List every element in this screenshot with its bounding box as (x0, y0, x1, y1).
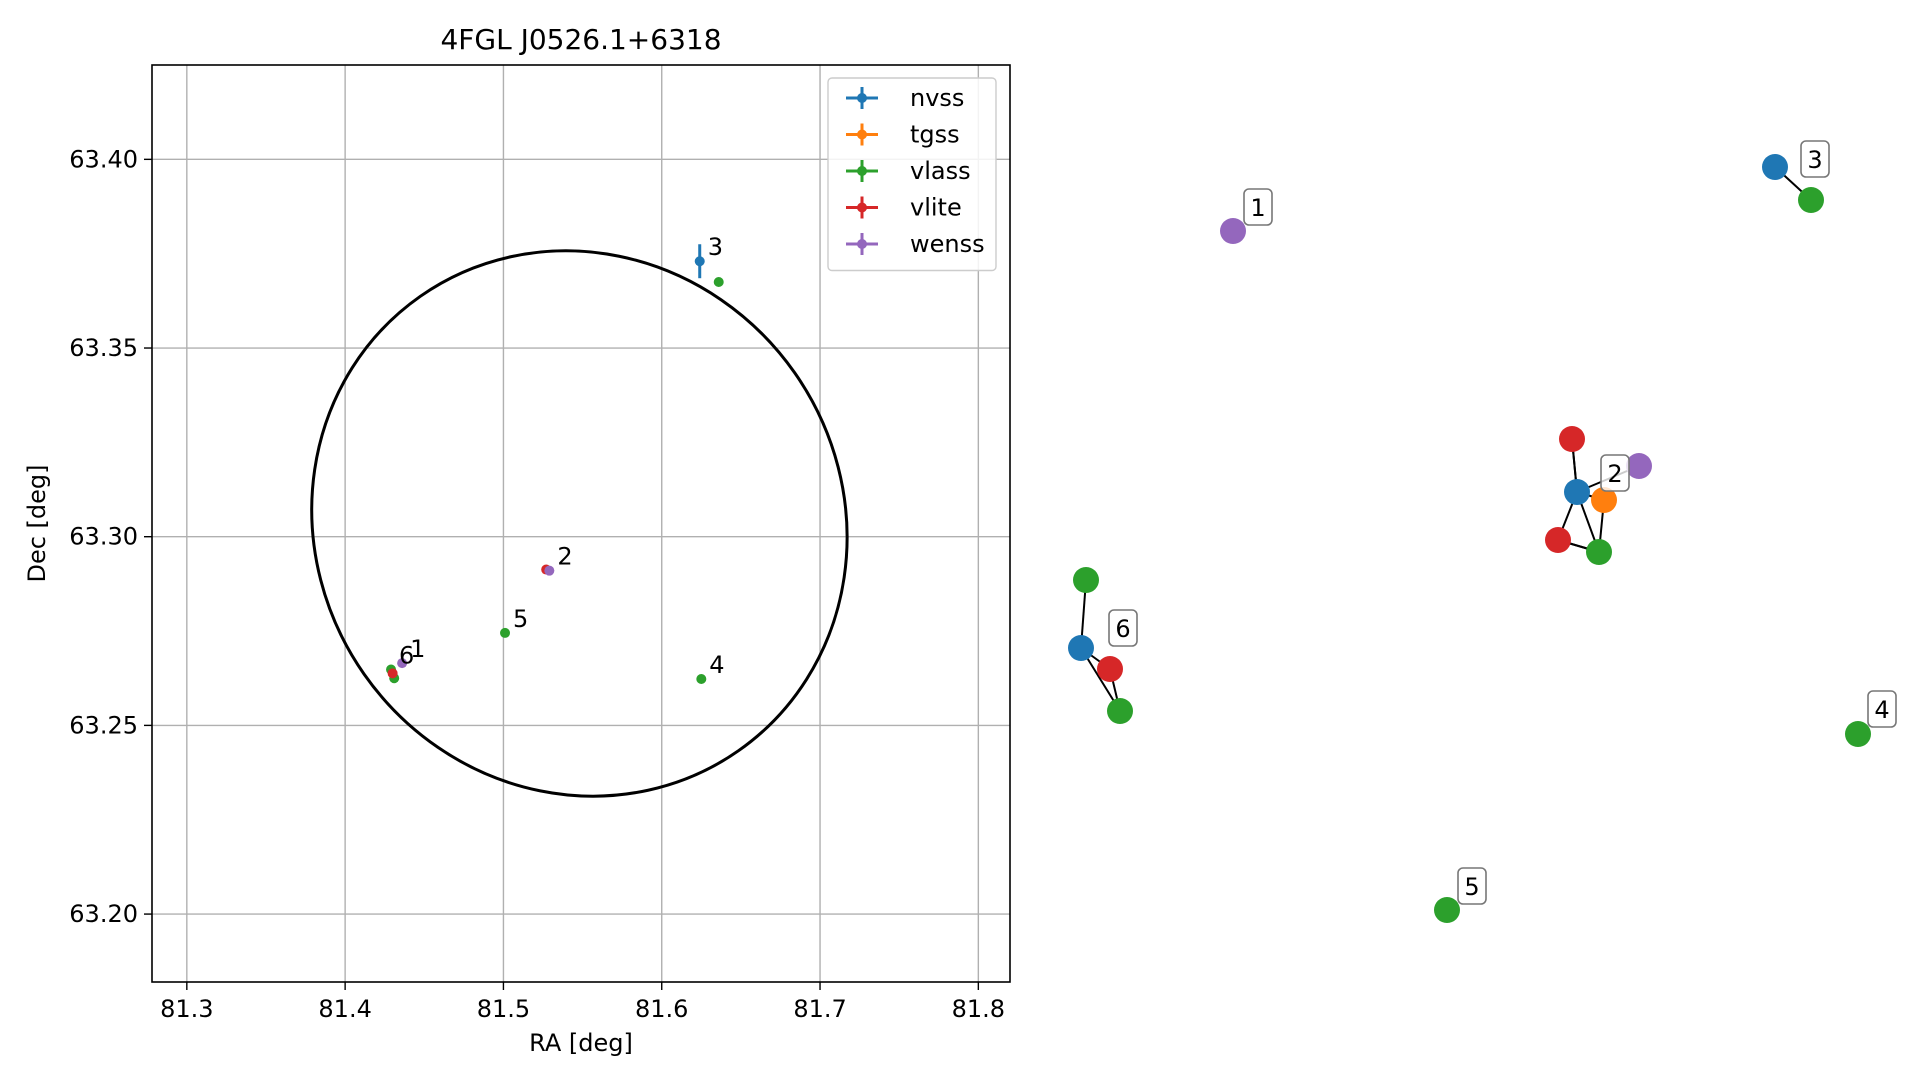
vlass-point (500, 627, 511, 638)
x-tick-label: 81.5 (477, 995, 530, 1023)
plot-frame (151, 64, 1011, 983)
wenss-point (397, 658, 408, 669)
source-label: 6 (399, 642, 414, 670)
vlass-point (713, 276, 724, 287)
source-label: 2 (557, 543, 572, 571)
network-label-box (1867, 690, 1897, 728)
vlite-point (387, 668, 398, 679)
vlass-node (1434, 897, 1460, 923)
x-tick-label: 81.6 (635, 995, 688, 1023)
network-labels: 1 2 3 4 5 6 (1108, 140, 1897, 905)
network-label-box (1457, 867, 1487, 905)
vlass-node (1586, 539, 1612, 565)
vlass-node (1073, 567, 1099, 593)
x-tick-label: 81.3 (160, 995, 213, 1023)
legend-label: vlite (910, 194, 962, 222)
crossmatch-network: 1 2 3 4 5 6 (1068, 140, 1897, 923)
x-axis-label: RA [deg] (529, 1029, 633, 1057)
vlass-node (1845, 721, 1871, 747)
network-label: 1 (1250, 194, 1265, 222)
y-axis-label: Dec [deg] (23, 464, 51, 582)
y-tick-label: 63.30 (69, 523, 138, 551)
y-tick-label: 63.40 (69, 145, 138, 173)
y-tick-label: 63.20 (69, 900, 138, 928)
network-label-box (1108, 609, 1138, 647)
network-edges (1080, 166, 1812, 712)
network-nodes (1068, 154, 1871, 923)
wenss-node (1220, 218, 1246, 244)
legend-marker (857, 166, 867, 176)
network-label: 3 (1807, 146, 1822, 174)
network-label-box (1243, 188, 1273, 226)
vlite-node (1545, 527, 1571, 553)
legend-marker (857, 202, 867, 213)
wenss-node (1626, 453, 1652, 479)
nvss-node (1564, 479, 1590, 505)
nvss-point (694, 256, 705, 267)
source-labels: 1 2 3 4 5 6 (399, 233, 725, 679)
source-points (386, 244, 724, 684)
chart-title: 4FGL J0526.1+6318 (440, 23, 721, 56)
vlite-node (1559, 426, 1585, 452)
source-label: 4 (709, 651, 724, 679)
network-label-box (1600, 454, 1630, 492)
tgss-node (1591, 487, 1617, 513)
network-label: 6 (1115, 615, 1130, 643)
vlite-node (1097, 656, 1123, 682)
network-label: 4 (1874, 696, 1889, 724)
sky-scatter-chart: 1 2 3 4 5 6 81.3 81.4 81.5 81.6 81.7 81.8 63.20 63.2… (23, 23, 1011, 1057)
y-tick-label: 63.25 (69, 711, 138, 739)
source-label: 3 (708, 233, 723, 261)
legend-marker (857, 239, 867, 249)
legend-marker (857, 129, 867, 140)
vlass-node (1107, 698, 1133, 724)
wenss-point (544, 565, 555, 576)
nvss-node (1068, 635, 1094, 661)
legend-box (827, 77, 997, 272)
error-ellipse (310, 249, 849, 798)
legend-label: vlass (910, 157, 971, 185)
network-label-box (1800, 140, 1830, 178)
source-label: 5 (513, 605, 528, 633)
legend-marker (857, 93, 867, 103)
vlass-node (1798, 187, 1824, 213)
x-tick-label: 81.8 (952, 995, 1005, 1023)
axis-ticks: 81.3 81.4 81.5 81.6 81.7 81.8 63.20 63.25 63.30 6… (69, 145, 1005, 1023)
network-label: 2 (1607, 460, 1622, 488)
x-tick-label: 81.7 (793, 995, 846, 1023)
localization-ellipse (310, 249, 849, 798)
x-tick-label: 81.4 (318, 995, 371, 1023)
legend-label: wenss (910, 230, 985, 258)
legend-label: nvss (910, 84, 964, 112)
nvss-node (1762, 154, 1788, 180)
y-tick-label: 63.35 (69, 334, 138, 362)
source-label: 1 (410, 635, 425, 663)
legend-label: tgss (910, 121, 960, 149)
network-label: 5 (1464, 873, 1479, 901)
legend: nvss tgss vlass vlite wenss (827, 77, 997, 272)
vlass-point (696, 673, 707, 684)
